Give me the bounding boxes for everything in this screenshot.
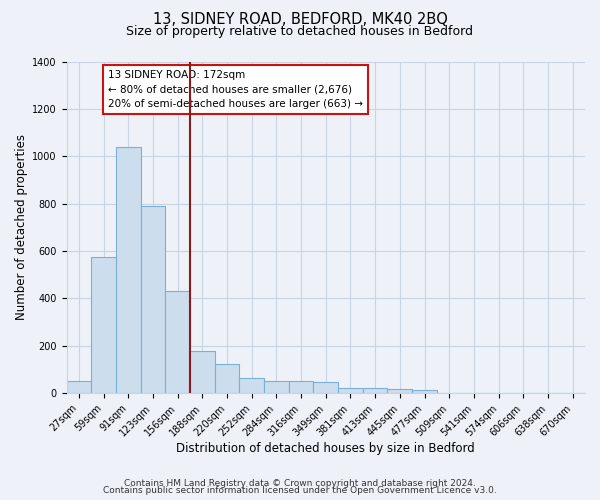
Bar	[140, 206, 165, 393]
Bar	[363, 388, 388, 393]
Text: Size of property relative to detached houses in Bedford: Size of property relative to detached ho…	[127, 25, 473, 38]
Bar	[412, 390, 437, 393]
X-axis label: Distribution of detached houses by size in Bedford: Distribution of detached houses by size …	[176, 442, 475, 455]
Bar	[190, 351, 215, 393]
Bar	[338, 388, 363, 393]
Bar	[313, 382, 338, 393]
Bar	[388, 389, 412, 393]
Y-axis label: Number of detached properties: Number of detached properties	[15, 134, 28, 320]
Text: Contains public sector information licensed under the Open Government Licence v3: Contains public sector information licen…	[103, 486, 497, 495]
Bar	[289, 381, 313, 393]
Text: 13 SIDNEY ROAD: 172sqm
← 80% of detached houses are smaller (2,676)
20% of semi-: 13 SIDNEY ROAD: 172sqm ← 80% of detached…	[108, 70, 363, 108]
Bar	[264, 381, 289, 393]
Bar	[165, 292, 190, 393]
Bar	[215, 364, 239, 393]
Text: 13, SIDNEY ROAD, BEDFORD, MK40 2BQ: 13, SIDNEY ROAD, BEDFORD, MK40 2BQ	[152, 12, 448, 28]
Bar	[91, 257, 116, 393]
Bar	[116, 147, 140, 393]
Text: Contains HM Land Registry data © Crown copyright and database right 2024.: Contains HM Land Registry data © Crown c…	[124, 478, 476, 488]
Bar	[239, 378, 264, 393]
Bar	[67, 382, 91, 393]
